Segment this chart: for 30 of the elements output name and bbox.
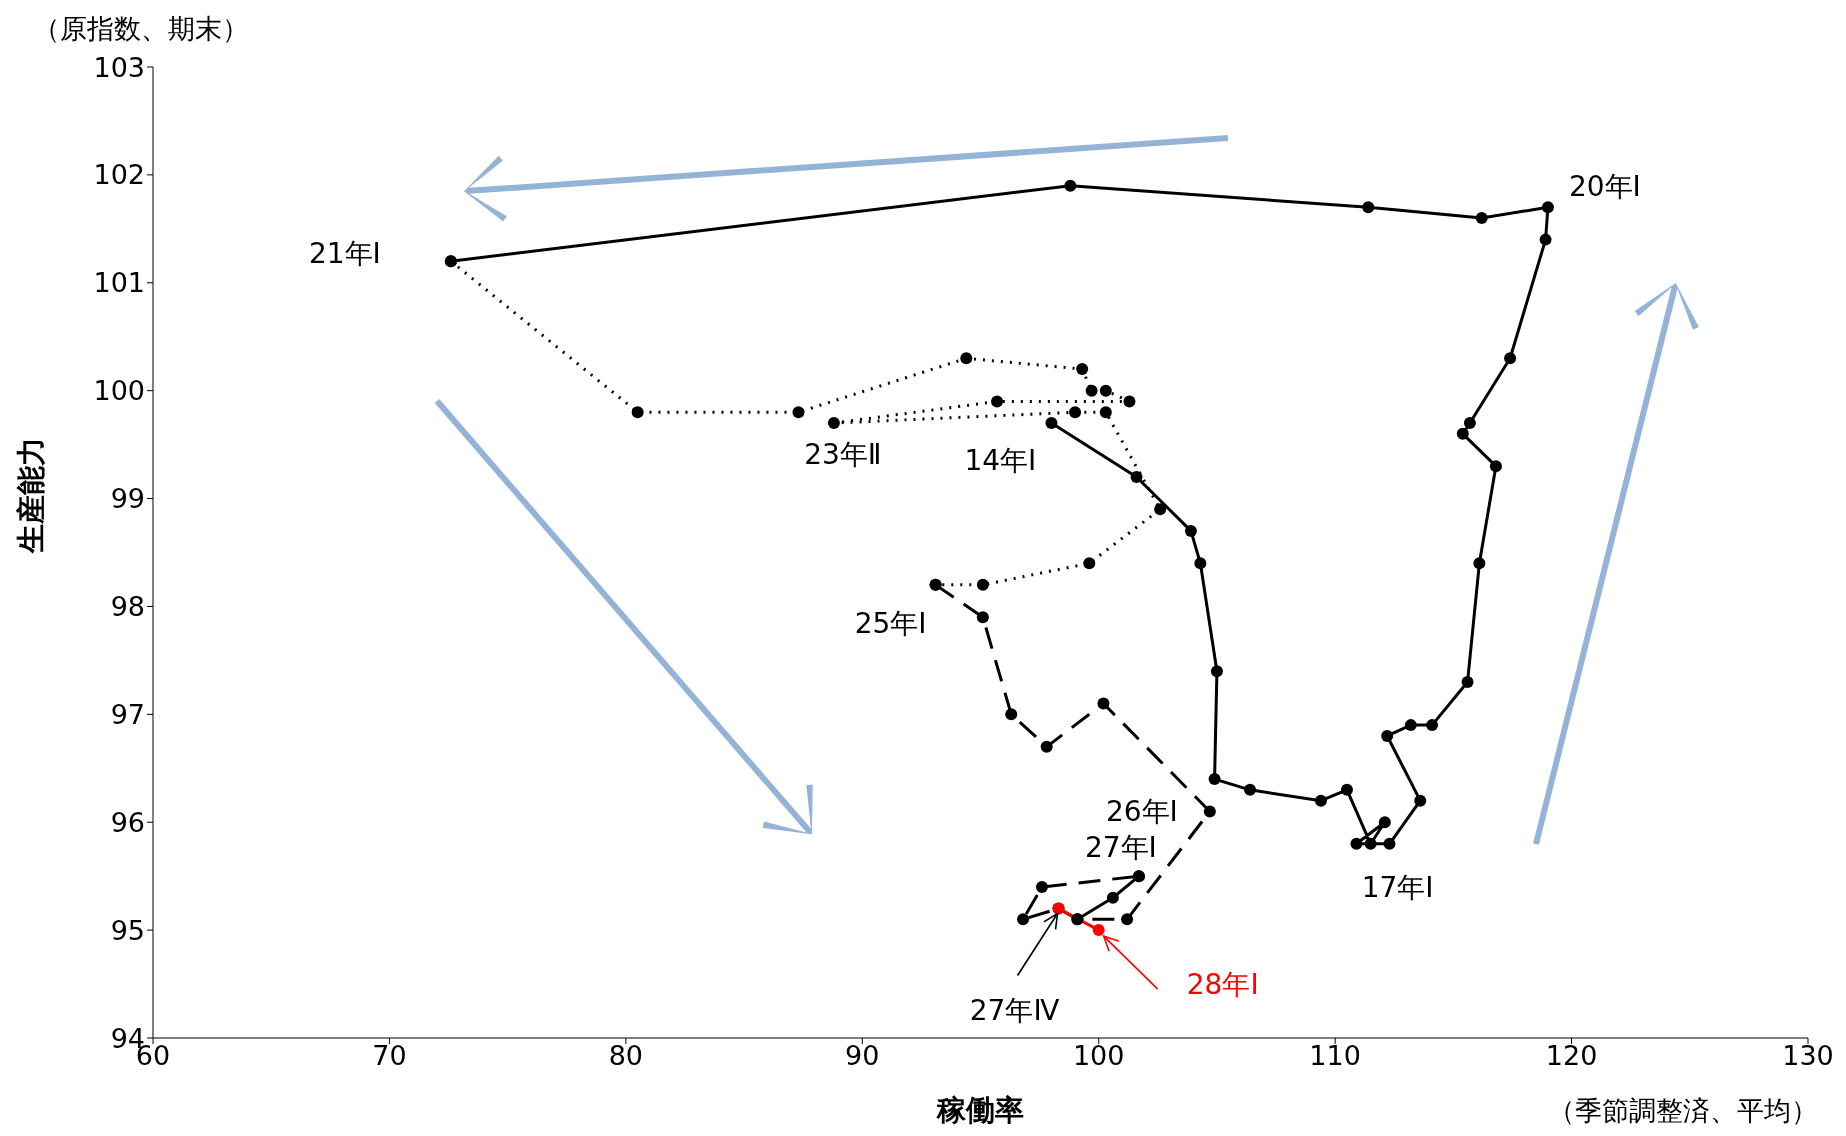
annotation: 14年Ⅰ [964, 443, 1037, 477]
annotation: 26年Ⅰ [1105, 794, 1178, 828]
x-tick-label: 100 [1072, 1040, 1125, 1072]
annotation: 23年Ⅱ [804, 437, 882, 471]
annotation: 17年Ⅰ [1361, 871, 1434, 905]
x-tick-label: 80 [608, 1040, 644, 1072]
y-tick-label: 95 [110, 914, 145, 946]
y-tick-label: 96 [110, 806, 145, 838]
y-axis-title: 生産能力 [14, 436, 49, 554]
annotation: 25年Ⅰ [854, 607, 927, 641]
text: （季節調整済、平均） [1548, 1095, 1818, 1126]
x-tick-label: 130 [1782, 1040, 1834, 1072]
y-tick-label: 97 [110, 698, 145, 730]
text: （原指数、期末） [33, 13, 249, 44]
x-axis-title: 稼働率 [936, 1093, 1024, 1127]
annotation: 28年Ⅰ [1186, 967, 1259, 1001]
annotation: 27年Ⅰ [1084, 830, 1157, 864]
y-tick-label: 98 [110, 591, 145, 623]
x-tick-label: 120 [1545, 1040, 1598, 1072]
x-tick-label: 70 [372, 1040, 407, 1072]
annotation: 21年Ⅰ [308, 236, 381, 270]
annotation: 27年Ⅳ [969, 994, 1060, 1028]
x-tick-label: 90 [845, 1040, 880, 1072]
y-tick-label: 103 [93, 51, 145, 83]
y-tick-label: 100 [93, 375, 145, 407]
x-tick-label: 110 [1309, 1040, 1361, 1072]
y-tick-label: 99 [110, 483, 145, 515]
annotation: 20年Ⅰ [1568, 169, 1641, 203]
y-tick-label: 101 [93, 267, 145, 299]
y-tick-label: 102 [93, 159, 145, 191]
